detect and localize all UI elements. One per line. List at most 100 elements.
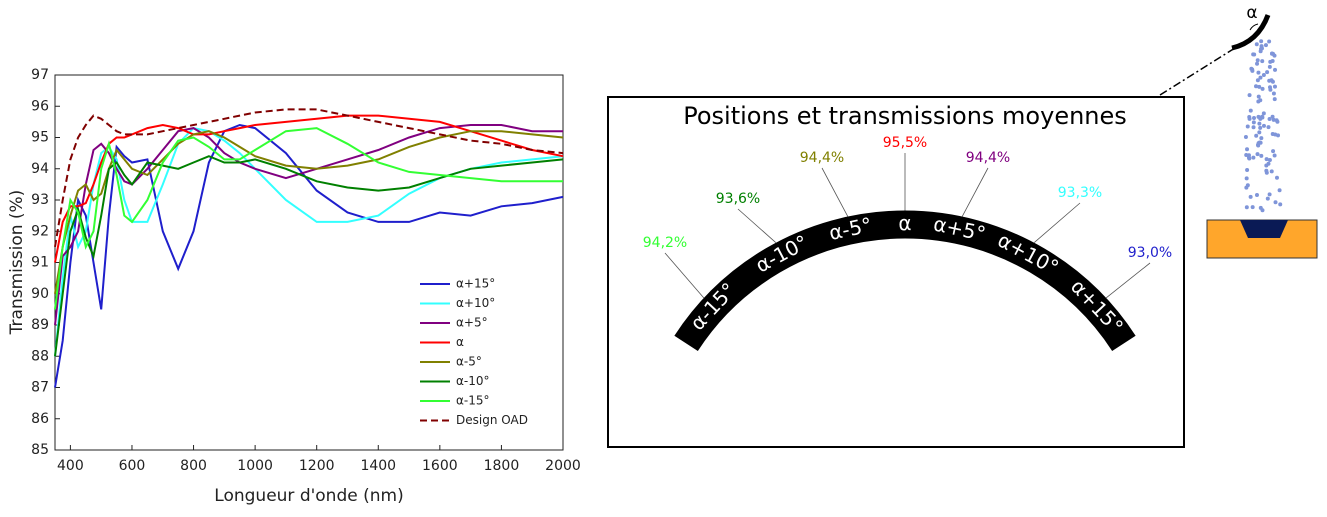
- vapor-dot: [1267, 85, 1272, 90]
- x-tick-label: 1800: [484, 458, 520, 474]
- vapor-dot: [1258, 98, 1263, 103]
- vapor-dot: [1271, 117, 1276, 122]
- y-tick-label: 97: [31, 67, 49, 83]
- transmission-label: 94,2%: [643, 235, 687, 251]
- transmission-label: 93,0%: [1128, 245, 1172, 261]
- vapor-dot: [1252, 52, 1257, 57]
- y-tick-label: 93: [31, 192, 49, 208]
- vapor-dot: [1251, 120, 1256, 125]
- vapor-dot: [1256, 114, 1261, 119]
- transmission-label: 94,4%: [800, 150, 844, 166]
- transmission-label: 94,4%: [966, 150, 1010, 166]
- vapor-dot: [1276, 133, 1281, 138]
- vapor-dot: [1272, 97, 1277, 102]
- series-line: [54, 130, 564, 294]
- vapor-dot: [1263, 43, 1268, 48]
- vapor-dot: [1260, 59, 1265, 64]
- vapor-dot: [1248, 194, 1253, 199]
- angle-label: α: [1246, 3, 1257, 23]
- x-tick-label: 1600: [422, 458, 458, 474]
- vapor-dot: [1255, 61, 1260, 66]
- vapor-dot: [1251, 125, 1256, 130]
- vapor-dot: [1259, 39, 1264, 44]
- legend-label: Design OAD: [456, 413, 528, 427]
- vapor-dot: [1272, 84, 1277, 89]
- vapor-dot: [1259, 136, 1264, 141]
- transmission-label: 95,5%: [883, 135, 927, 151]
- vapor-dot: [1251, 155, 1256, 160]
- diagram-box: [607, 96, 1185, 448]
- x-tick-label: 1400: [360, 458, 396, 474]
- x-tick-label: 800: [180, 458, 207, 474]
- position-label: α: [898, 211, 911, 235]
- vapor-dot: [1255, 78, 1260, 83]
- vapor-dot: [1254, 133, 1259, 138]
- vapor-dot: [1271, 91, 1276, 96]
- vapor-dot: [1255, 58, 1260, 63]
- vapor-dot: [1256, 142, 1261, 147]
- vapor-plume: [1243, 39, 1283, 213]
- series-line: [54, 123, 564, 388]
- x-tick-label: 1000: [237, 458, 273, 474]
- vapor-dot: [1272, 153, 1277, 158]
- x-axis-label: Longueur d'onde (nm): [214, 486, 403, 506]
- vapor-dot: [1267, 64, 1272, 69]
- pointer-line: [1159, 47, 1236, 96]
- vapor-dot: [1273, 67, 1278, 72]
- vapor-dot: [1243, 135, 1248, 140]
- y-tick-label: 96: [31, 98, 49, 114]
- vapor-dot: [1256, 94, 1261, 99]
- y-tick-label: 92: [31, 223, 49, 239]
- vapor-dot: [1257, 84, 1262, 89]
- vapor-dot: [1278, 202, 1283, 207]
- diagram-title: Positions et transmissions moyennes: [683, 102, 1127, 130]
- y-tick-label: 87: [31, 380, 49, 396]
- legend-label: α+5°: [456, 316, 488, 330]
- transmission-label: 93,3%: [1058, 185, 1102, 201]
- vapor-dot: [1256, 70, 1261, 75]
- sample-arc: [674, 210, 1136, 351]
- source-crucible: [1240, 220, 1288, 238]
- leader-line: [664, 252, 705, 299]
- y-tick-label: 91: [31, 255, 49, 271]
- vapor-dot: [1267, 78, 1272, 83]
- y-tick-label: 86: [31, 411, 49, 427]
- y-tick-label: 88: [31, 348, 49, 364]
- vapor-dot: [1259, 153, 1264, 158]
- legend-label: α-15°: [456, 394, 490, 408]
- vapor-dot: [1257, 130, 1262, 135]
- legend-label: α+15°: [456, 277, 495, 291]
- vapor-dot: [1261, 111, 1266, 116]
- vapor-dot: [1273, 200, 1278, 205]
- y-tick-label: 89: [31, 317, 49, 333]
- vapor-dot: [1247, 156, 1252, 161]
- y-axis-label: Transmission (%): [7, 190, 27, 336]
- leader-line: [737, 208, 777, 243]
- sample-holder: [1231, 14, 1271, 51]
- vapor-dot: [1255, 152, 1260, 157]
- legend-label: α: [456, 335, 464, 349]
- vapor-dot: [1267, 192, 1272, 197]
- vapor-dot: [1254, 193, 1259, 198]
- legend-label: α+10°: [456, 296, 495, 310]
- vapor-dot: [1267, 39, 1272, 44]
- transmission-label: 93,6%: [716, 191, 760, 207]
- vapor-dot: [1245, 168, 1250, 173]
- vapor-dot: [1277, 188, 1282, 193]
- vapor-dot: [1258, 125, 1263, 130]
- legend-label: α-10°: [456, 374, 490, 388]
- vapor-dot: [1264, 163, 1269, 168]
- series-line: [54, 155, 564, 357]
- vapor-dot: [1269, 169, 1274, 174]
- vapor-dot: [1265, 196, 1270, 201]
- vapor-dot: [1257, 121, 1262, 126]
- vapor-dot: [1274, 175, 1279, 180]
- vapor-dot: [1261, 73, 1266, 78]
- vapor-dot: [1254, 42, 1259, 47]
- vapor-dot: [1249, 66, 1254, 71]
- leader-line: [961, 167, 989, 217]
- y-tick-label: 85: [31, 442, 49, 458]
- x-tick-label: 2000: [545, 458, 581, 474]
- vapor-dot: [1259, 44, 1264, 49]
